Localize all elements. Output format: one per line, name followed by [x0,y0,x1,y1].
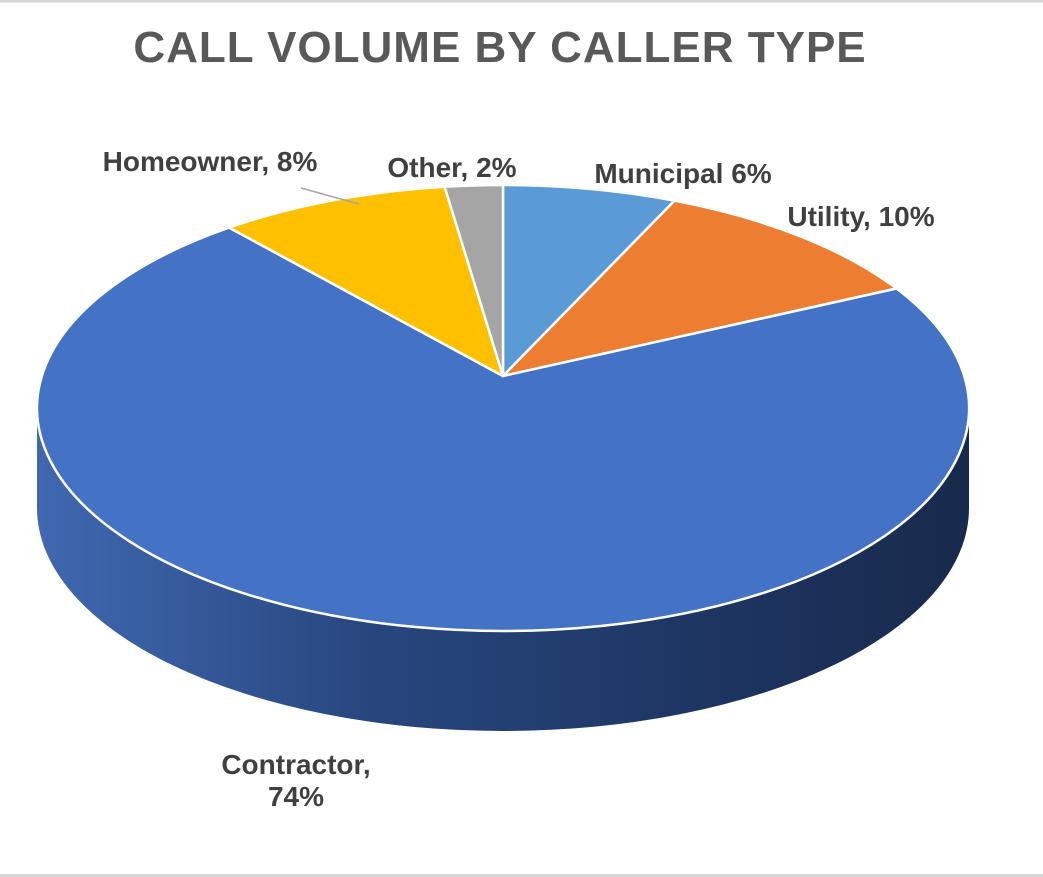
pie-slices-group [35,183,971,731]
slice-label-other: Other, 2% [387,152,516,183]
slice-label-contractor-line2: 74% [268,781,324,812]
homeowner-leader-line [300,187,360,205]
top-border-line [0,0,1043,3]
slice-label-utility: Utility, 10% [787,201,934,232]
pie-3d-side [37,408,969,731]
pie-slice-municipal [501,183,676,378]
pie-slice-homeowner [227,185,505,378]
chart-title: CALL VOLUME BY CALLER TYPE [133,23,866,72]
slice-label-contractor-line1: Contractor, [221,749,370,780]
slice-label-municipal: Municipal 6% [594,158,771,189]
pie-slice-contractor [35,226,971,633]
pie-slice-utility [501,199,898,378]
slice-label-homeowner: Homeowner, 8% [103,146,318,177]
pie-slice-other [443,183,505,378]
bottom-border-line [0,874,1043,877]
